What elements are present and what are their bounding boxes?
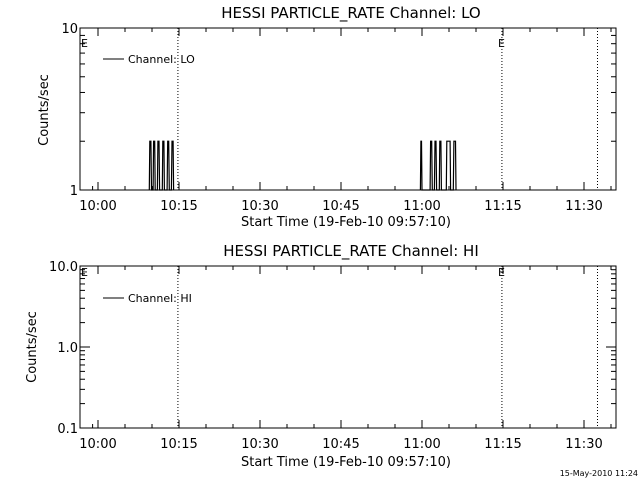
x-tick-label: 11:15 (484, 199, 521, 214)
legend-label: Channel: HI (128, 292, 192, 305)
plot-frame (79, 27, 617, 191)
y-tick-label: 1.0 (57, 341, 78, 356)
x-tick-label: 11:15 (484, 437, 521, 452)
y-axis-label: Counts/sec (25, 311, 40, 383)
x-tick-label: 10:00 (79, 437, 116, 452)
y-tick-label: 0.1 (57, 422, 78, 437)
plot-frame (79, 265, 617, 429)
plot-timestamp: 15-May-2010 11:24 (560, 469, 638, 478)
x-axis-ticks: 10:00 10:15 10:30 10:45 11:00 11:15 11:30 (79, 28, 612, 214)
x-tick-label: 10:30 (241, 199, 278, 214)
x-tick-label: 10:45 (322, 437, 359, 452)
x-tick-label: 10:30 (241, 437, 278, 452)
event-mark-second: E (498, 266, 505, 279)
vertical-markers (177, 28, 598, 190)
legend-label: Channel: LO (128, 53, 195, 66)
series-line (419, 140, 457, 191)
series-line (148, 140, 175, 191)
event-mark-start: E (81, 266, 88, 279)
x-tick-label: 10:15 (160, 199, 197, 214)
chart-title: HESSI PARTICLE_RATE Channel: LO (221, 4, 480, 23)
event-mark-second: E (498, 37, 505, 50)
y-tick-label: 10.0 (49, 260, 78, 275)
x-axis-label: Start Time (19-Feb-10 09:57:10) (241, 215, 451, 230)
y-tick-label: 1 (70, 184, 78, 199)
x-tick-label: 11:00 (403, 199, 440, 214)
y-axis-ticks: 1 10 (61, 22, 616, 199)
x-tick-label: 10:00 (79, 199, 116, 214)
y-axis-label: Counts/sec (37, 74, 52, 146)
x-tick-label: 10:45 (322, 199, 359, 214)
x-tick-label: 10:15 (160, 437, 197, 452)
event-mark-start: E (81, 37, 88, 50)
vertical-markers (177, 266, 598, 428)
x-tick-label: 11:00 (403, 437, 440, 452)
series-channel-lo (148, 140, 457, 191)
y-axis-ticks: 0.1 1.0 10.0 (49, 260, 616, 437)
x-tick-label: 11:30 (565, 199, 602, 214)
y-tick-label: 10 (61, 22, 78, 37)
chart-panel-lo: HESSI PARTICLE_RATE Channel: LO 10:00 10:… (37, 4, 617, 230)
chart-title: HESSI PARTICLE_RATE Channel: HI (223, 242, 479, 261)
chart-panel-hi: HESSI PARTICLE_RATE Channel: HI 10:00 10:… (25, 242, 617, 470)
x-tick-label: 11:30 (565, 437, 602, 452)
x-axis-ticks: 10:00 10:15 10:30 10:45 11:00 11:15 11:30 (79, 266, 612, 452)
x-axis-label: Start Time (19-Feb-10 09:57:10) (241, 455, 451, 470)
